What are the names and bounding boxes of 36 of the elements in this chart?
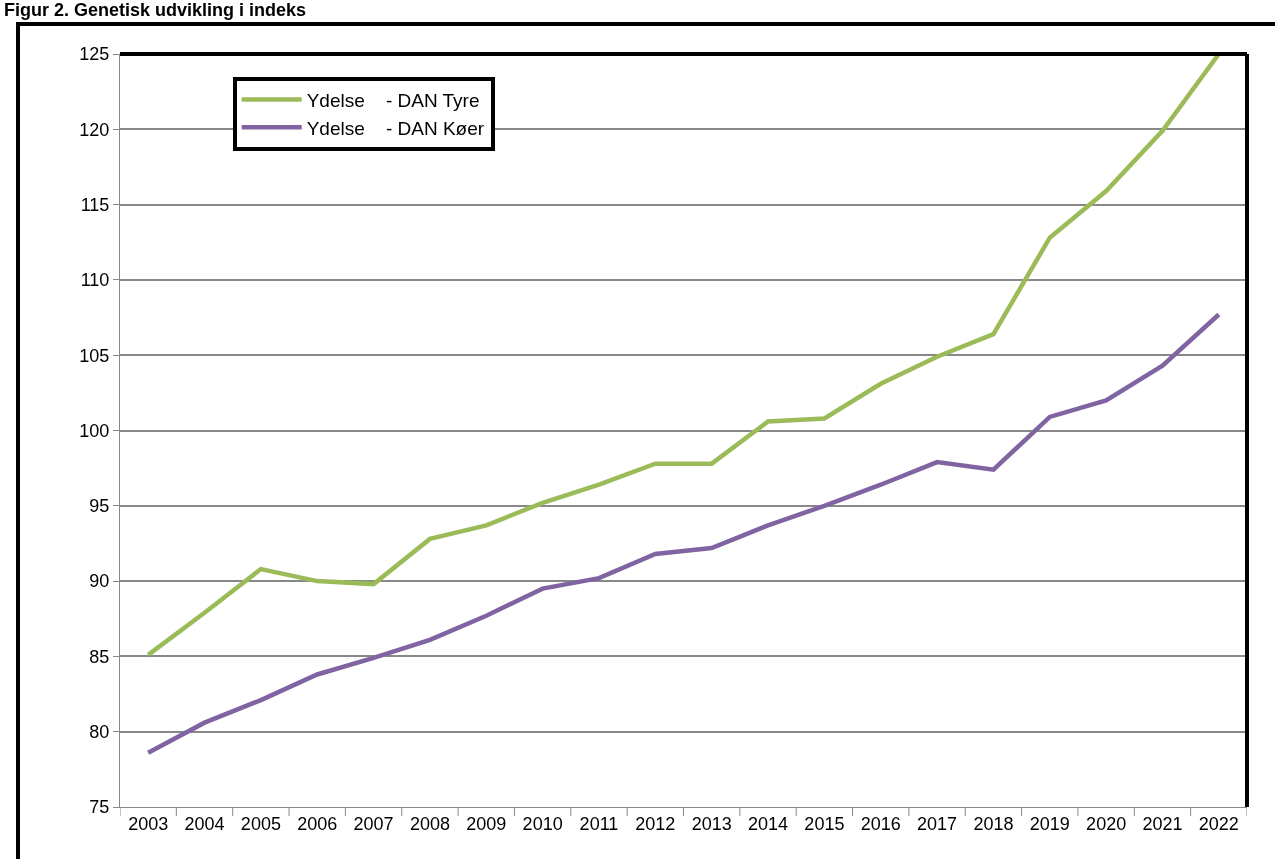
line-series bbox=[145, 54, 1222, 658]
y-tick-label: 75 bbox=[89, 797, 110, 818]
x-tick-label: 2008 bbox=[409, 813, 450, 834]
x-tick-label: 2020 bbox=[1086, 813, 1127, 834]
y-tick-label: 95 bbox=[89, 496, 110, 517]
x-tick-label: 2009 bbox=[466, 813, 507, 834]
x-tick-label: 2017 bbox=[917, 813, 958, 834]
y-tick-label: 120 bbox=[79, 119, 110, 140]
x-tick-label: 2006 bbox=[297, 813, 338, 834]
legend-label: Ydelse - DAN Køer bbox=[306, 117, 485, 139]
y-tick-label: 125 bbox=[79, 44, 110, 65]
x-tick-label: 2022 bbox=[1198, 813, 1239, 834]
x-tick-label: 2010 bbox=[522, 813, 563, 834]
x-tick-label: 2012 bbox=[635, 813, 676, 834]
y-tick-label: 80 bbox=[89, 722, 110, 742]
x-tick-label: 2005 bbox=[240, 813, 281, 834]
y-tick-label: 105 bbox=[79, 345, 110, 366]
x-tick-label: 2019 bbox=[1029, 813, 1070, 834]
x-tick-label: 2011 bbox=[579, 813, 619, 834]
x-tick-label: 2015 bbox=[804, 813, 845, 834]
x-tick-label: 2014 bbox=[748, 813, 789, 834]
y-tick-label: 90 bbox=[89, 571, 110, 592]
x-tick-label: 2007 bbox=[353, 813, 394, 834]
y-tick-label: 85 bbox=[89, 646, 110, 667]
x-tick-label: 2003 bbox=[128, 813, 169, 834]
chart-title: Figur 2. Genetisk udvikling i indeks bbox=[4, 0, 307, 21]
x-tick-label: 2016 bbox=[860, 813, 901, 834]
y-tick-label: 115 bbox=[80, 194, 110, 215]
x-tick-label: 2013 bbox=[691, 813, 732, 834]
y-tick-label: 100 bbox=[79, 420, 110, 441]
line-series bbox=[145, 312, 1222, 756]
x-tick-label: 2021 bbox=[1142, 813, 1183, 834]
x-tick-label: 2004 bbox=[184, 813, 225, 834]
y-tick-label: 110 bbox=[80, 270, 110, 291]
x-tick-label: 2018 bbox=[973, 813, 1014, 834]
legend-label: Ydelse - DAN Tyre bbox=[306, 89, 480, 111]
